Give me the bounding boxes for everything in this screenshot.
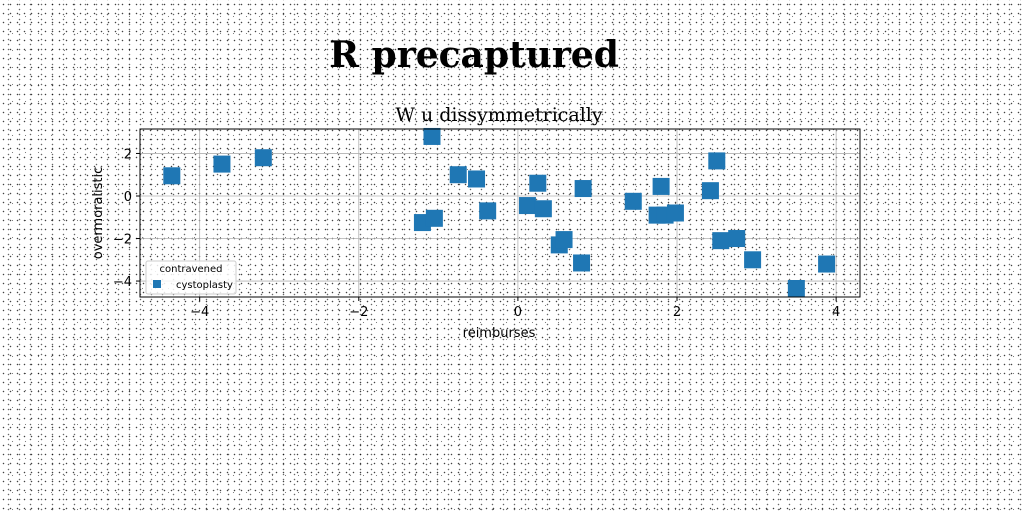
x-tick-label: 0 [514, 305, 522, 320]
data-point [624, 192, 642, 210]
data-point [712, 232, 730, 250]
y-tick-label: −4 [113, 275, 132, 290]
data-point [728, 230, 746, 248]
data-point [425, 209, 443, 227]
x-tick-label: −4 [190, 305, 209, 320]
data-point [574, 180, 592, 198]
grid-lines [140, 129, 860, 297]
y-axis-label: overmoralistic [91, 167, 106, 260]
data-point [818, 255, 836, 273]
figure-title: R precaptured [329, 34, 619, 76]
data-point [666, 204, 684, 222]
data-point [254, 149, 272, 167]
data-point [652, 177, 670, 195]
data-point [163, 167, 181, 185]
x-tick-label: 4 [832, 305, 840, 320]
data-point [534, 200, 552, 218]
data-point [423, 127, 441, 145]
plot-frame [139, 128, 861, 298]
chart-title: W u dissymmetrically [395, 104, 603, 126]
axis-ticks: −4 −2 0 2 4 2 0 −2 −4 [113, 147, 840, 320]
data-point [518, 197, 536, 215]
legend-title: contravened [159, 264, 222, 275]
data-point [708, 152, 726, 170]
data-point [529, 174, 547, 192]
y-tick-label: 0 [124, 190, 132, 205]
x-tick-label: 2 [673, 305, 681, 320]
y-tick-label: 2 [124, 147, 132, 162]
data-point [573, 254, 591, 272]
data-points [163, 127, 836, 297]
data-point [555, 231, 573, 249]
data-point [787, 279, 805, 297]
legend-box [145, 260, 237, 295]
data-point [701, 182, 719, 200]
x-tick-label: −2 [349, 305, 368, 320]
legend-series-label: cystoplasty [176, 280, 233, 291]
data-point [744, 251, 762, 269]
data-point [479, 202, 497, 220]
y-tick-label: −2 [113, 233, 132, 248]
legend[interactable]: contravened cystoplasty [145, 260, 237, 295]
data-point [468, 170, 486, 188]
data-point [213, 155, 231, 173]
x-axis-label: reimburses [463, 326, 536, 341]
legend-marker [153, 280, 161, 288]
data-point [449, 166, 467, 184]
